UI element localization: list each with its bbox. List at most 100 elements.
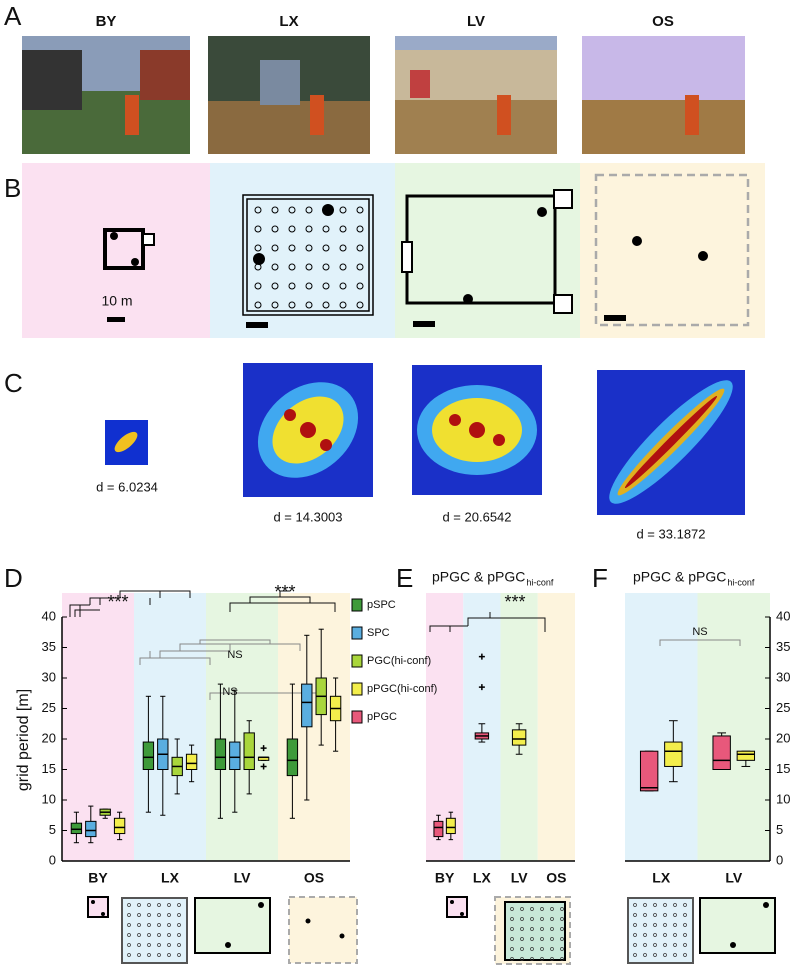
dot — [167, 913, 171, 917]
dot — [683, 923, 687, 927]
dot — [177, 943, 181, 947]
y-tick-label: 10 — [776, 791, 790, 806]
dot — [560, 937, 564, 941]
dot — [560, 917, 564, 921]
category-band — [426, 593, 464, 861]
screenshots — [22, 36, 745, 154]
dot — [643, 903, 647, 907]
dot — [530, 947, 534, 951]
panel-label: B — [4, 173, 21, 203]
dot — [254, 282, 262, 290]
dot — [254, 301, 262, 309]
y-axis-label: grid period [m] — [15, 689, 32, 791]
x-tick-label: OS — [546, 870, 566, 886]
legend-swatch — [351, 682, 363, 696]
dot — [550, 907, 554, 911]
dot — [510, 927, 514, 931]
significance: *** — [107, 592, 128, 612]
env-title: OS — [652, 13, 674, 30]
dot — [147, 953, 151, 957]
dot — [147, 903, 151, 907]
dot — [550, 957, 554, 961]
y-tick-label: 30 — [42, 669, 56, 684]
dot — [643, 913, 647, 917]
category-band — [537, 593, 575, 861]
dot — [157, 923, 161, 927]
dot — [356, 244, 364, 252]
dot — [550, 927, 554, 931]
y-tick-label: 25 — [776, 700, 790, 715]
dot — [663, 953, 667, 957]
dot — [127, 933, 131, 937]
dot — [540, 947, 544, 951]
dot — [271, 206, 279, 214]
y-tick-label: 40 — [42, 608, 56, 623]
dot — [673, 933, 677, 937]
dot — [643, 943, 647, 947]
env-title: LV — [467, 13, 485, 30]
dot — [157, 903, 161, 907]
dot — [167, 953, 171, 957]
dot — [683, 953, 687, 957]
distance-label: d = 20.6542 — [442, 509, 511, 524]
environment-maps — [22, 163, 765, 338]
x-tick-label: OS — [304, 870, 324, 886]
chart-title: pPGC & pPGC — [432, 569, 525, 585]
dot — [177, 953, 181, 957]
legend-swatch — [351, 626, 363, 640]
dot — [510, 907, 514, 911]
y-tick-label: 15 — [42, 761, 56, 776]
dot — [673, 923, 677, 927]
legend-label: pSPC — [367, 599, 396, 611]
dot — [673, 913, 677, 917]
dot — [177, 903, 181, 907]
dot — [288, 225, 296, 233]
dot — [653, 953, 657, 957]
legend-label: pPGC(hi-conf) — [367, 683, 437, 695]
dot — [177, 913, 181, 917]
dot — [167, 933, 171, 937]
legend-swatch — [351, 654, 363, 668]
outlier — [478, 684, 485, 691]
bands — [62, 593, 770, 861]
dot — [339, 301, 347, 309]
x-tick-label: LV — [725, 870, 743, 886]
outlier — [260, 745, 267, 752]
dot — [339, 225, 347, 233]
box — [113, 817, 126, 835]
dot — [339, 244, 347, 252]
dot — [643, 953, 647, 957]
legend-label: PGC(hi-conf) — [367, 655, 431, 667]
dot — [530, 957, 534, 961]
dot — [254, 225, 262, 233]
dot — [663, 943, 667, 947]
dot — [157, 913, 161, 917]
dot — [127, 923, 131, 927]
panel-label: A — [4, 1, 22, 31]
chart-title-sub: hi-conf — [526, 577, 554, 587]
dot — [530, 907, 534, 911]
dot — [530, 917, 534, 921]
significance: NS — [692, 626, 707, 638]
dot — [663, 923, 667, 927]
significance: *** — [504, 592, 525, 612]
dot — [177, 923, 181, 927]
box — [445, 817, 456, 835]
dot — [683, 913, 687, 917]
distance-label: d = 14.3003 — [273, 509, 342, 524]
dot — [633, 923, 637, 927]
y-tick-label: 0 — [776, 852, 783, 867]
y-tick-label: 20 — [776, 730, 790, 745]
dot — [653, 913, 657, 917]
dot — [560, 957, 564, 961]
dot — [288, 263, 296, 271]
chart-title-sub: hi-conf — [727, 577, 755, 587]
dot — [305, 301, 313, 309]
dot — [550, 917, 554, 921]
dot — [683, 933, 687, 937]
dot — [127, 913, 131, 917]
dot — [520, 927, 524, 931]
panel-label: D — [4, 563, 23, 593]
scale-label: 10 m — [101, 293, 132, 309]
dot — [322, 244, 330, 252]
